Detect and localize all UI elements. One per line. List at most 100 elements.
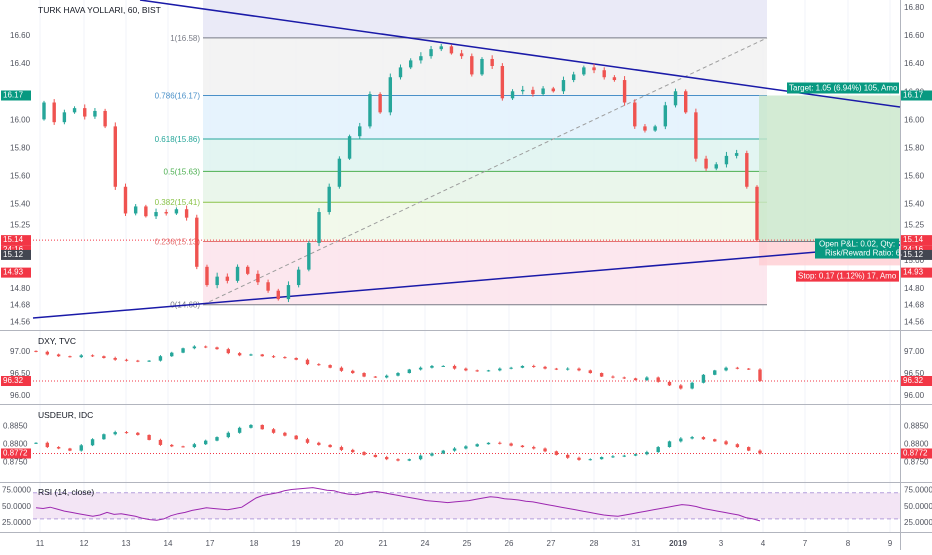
price-candle	[714, 164, 718, 169]
usdeur-candle	[215, 437, 219, 441]
dxy-candle	[362, 373, 366, 377]
dxy-candle	[79, 355, 83, 358]
position-stop-label-bg	[796, 270, 899, 282]
fib-diagonal	[202, 37, 768, 306]
price-candle	[256, 273, 260, 283]
usdeur-candle	[407, 459, 412, 461]
usdeur-candle	[554, 451, 559, 455]
usdeur-candle	[588, 459, 593, 461]
dxy-candle	[56, 354, 61, 357]
price-candle	[449, 46, 454, 54]
usdeur-left-badge-bg	[1, 448, 31, 459]
usdeur-candle	[475, 444, 479, 447]
left-stop-badge: 14.93	[3, 268, 24, 277]
price-candle	[480, 58, 484, 75]
price-axis-tick: 15.00	[904, 256, 925, 265]
position-target-label: Target: 1.05 (6.94%) 105, Amo	[789, 83, 898, 92]
price-candle	[582, 67, 586, 75]
dxy-candle	[588, 370, 593, 374]
rsi-band	[33, 492, 900, 519]
usdeur-candle	[45, 442, 50, 448]
fib-zone	[203, 139, 767, 172]
price-candle	[42, 102, 46, 120]
price-candle	[174, 209, 179, 214]
time-axis-tick: 8	[846, 539, 851, 548]
fib-level-label: 1(16.58)	[170, 34, 200, 43]
left-axis-tick: 14.80	[10, 284, 31, 293]
left-last-price-badge: 15.14	[3, 235, 24, 244]
time-axis-tick: 3	[719, 539, 724, 548]
price-candle	[358, 126, 362, 137]
price-candle	[266, 282, 270, 291]
dxy-candle	[441, 365, 445, 367]
usdeur-candle	[532, 447, 536, 449]
fib-level-label: 0.618(15.86)	[155, 135, 201, 144]
usdeur-right-badge: 0.8772	[903, 448, 928, 457]
time-axis-tick: 4	[761, 539, 766, 548]
usdeur-candle	[565, 454, 570, 458]
usdeur-candle	[599, 457, 604, 460]
dxy-candle	[532, 365, 536, 367]
left-stop-badge-bg	[1, 267, 31, 278]
dxy-candle	[68, 356, 72, 358]
fib-level-label: 0.786(16.17)	[155, 91, 201, 100]
dxy-candle	[509, 367, 513, 369]
usdeur-candle	[486, 442, 491, 445]
dxy-left-badge: 96.32	[3, 376, 24, 385]
right-last-price-badge-bg	[901, 235, 932, 246]
dxy-candle	[498, 368, 502, 371]
price-candle	[113, 126, 117, 187]
dxy-candle	[690, 382, 694, 389]
price-axis-tick: 14.80	[904, 284, 925, 293]
dxy-axis-tick: 97.00	[904, 347, 925, 356]
position-profit-zone	[759, 95, 900, 242]
time-axis-tick: 17	[206, 539, 215, 548]
price-candle	[561, 80, 566, 92]
dxy-candle	[113, 357, 117, 360]
usdeur-left-axis-tick: 0.8750	[3, 457, 28, 466]
usdeur-candle	[192, 444, 197, 448]
usdeur-candle	[351, 449, 355, 453]
price-candle	[195, 217, 199, 267]
usdeur-axis-tick: 0.8850	[904, 422, 929, 431]
price-candle	[368, 94, 372, 127]
price-candle	[439, 46, 443, 50]
time-axis-tick: 11	[36, 539, 45, 548]
price-axis-tick: 16.00	[904, 115, 925, 124]
price-axis-tick: 16.60	[904, 31, 925, 40]
dxy-candle	[294, 357, 298, 360]
right-entry-badge-bg	[901, 249, 932, 260]
usdeur-candle	[249, 424, 253, 428]
usdeur-candle	[68, 448, 72, 451]
right-entry-badge: 15.12	[903, 250, 924, 259]
time-axis-tick: 9	[888, 539, 893, 548]
price-candle	[663, 105, 668, 127]
position-stop-label: Stop: 0.17 (1.12%) 17, Amo	[798, 272, 897, 281]
usdeur-candle	[464, 446, 468, 449]
dxy-candle	[192, 346, 197, 349]
price-axis-tick: 15.25	[904, 221, 925, 230]
rsi-line	[35, 487, 761, 522]
time-axis-tick: 12	[80, 539, 89, 548]
usdeur-candle	[147, 434, 151, 440]
price-candle	[694, 112, 698, 159]
dxy-candle	[249, 354, 253, 356]
dxy-axis-tick: 96.00	[904, 391, 925, 400]
rsi-axis-tick: 25.0000	[904, 518, 932, 527]
usdeur-candle	[124, 432, 129, 434]
time-axis-tick: 13	[122, 539, 131, 548]
time-axis-tick: 28	[590, 539, 599, 548]
left-axis-tick: 16.40	[10, 59, 31, 68]
dxy-candle	[520, 365, 525, 368]
usdeur-candle	[667, 441, 672, 448]
price-candle	[123, 186, 128, 214]
price-candle	[490, 58, 494, 66]
price-candle	[286, 285, 291, 300]
usdeur-pane: USDEUR, IDC 0.8850 0.8850 0.8800 0.8800 0.875…	[1, 410, 932, 466]
price-candle	[184, 209, 189, 218]
price-candle	[276, 290, 280, 300]
dxy-candle	[181, 348, 185, 353]
dxy-candle	[271, 356, 276, 358]
usdeur-candle	[181, 446, 185, 448]
